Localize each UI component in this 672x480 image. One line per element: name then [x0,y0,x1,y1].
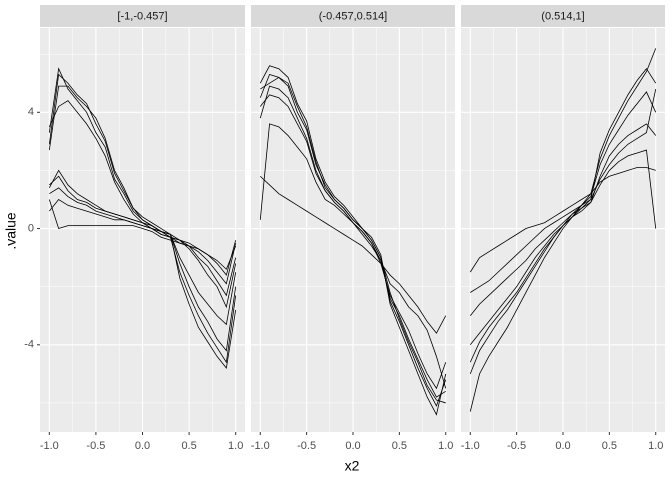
x-tick-label: 0.0 [555,440,570,452]
curve [259,123,447,389]
x-tick-label: 0.5 [602,440,617,452]
curve [470,88,657,293]
curve [469,167,656,273]
y-tick-label: 0 [28,222,34,234]
x-tick-label: 0.0 [345,440,360,452]
curve [259,175,447,334]
x-tick-label: 0.5 [181,440,196,452]
strip [461,5,665,27]
y-tick-label: 4 [28,106,34,118]
strip-title: [-1,-0.457] [117,10,167,22]
curve [469,48,657,412]
curve [469,68,657,363]
curve [48,85,237,370]
curve [48,169,237,309]
curve [48,199,237,270]
x-tick-label: -0.5 [297,440,316,452]
strip [251,5,455,27]
x-tick-label: 0.5 [392,440,407,452]
curve [48,67,237,352]
x-tick-label: -0.5 [507,440,526,452]
x-tick-label: 1.0 [438,440,453,452]
x-tick-label: -0.5 [86,440,105,452]
x-axis-title: x2 [345,458,360,474]
strip-title: (-0.457,0.514] [319,10,388,22]
x-tick-label: 1.0 [228,440,243,452]
y-tick-label: -4 [24,339,34,351]
x-tick-label: -1.0 [251,440,270,452]
curve [259,65,447,416]
x-tick-label: -1.0 [40,440,59,452]
y-axis-title: .value [3,212,19,250]
strip-title: (0.514,1] [541,10,584,22]
curve [260,76,446,404]
x-tick-label: -1.0 [461,440,480,452]
x-tick-label: 1.0 [648,440,663,452]
strip [40,5,245,27]
curve [469,149,657,316]
x-tick-label: 0.0 [135,440,150,452]
